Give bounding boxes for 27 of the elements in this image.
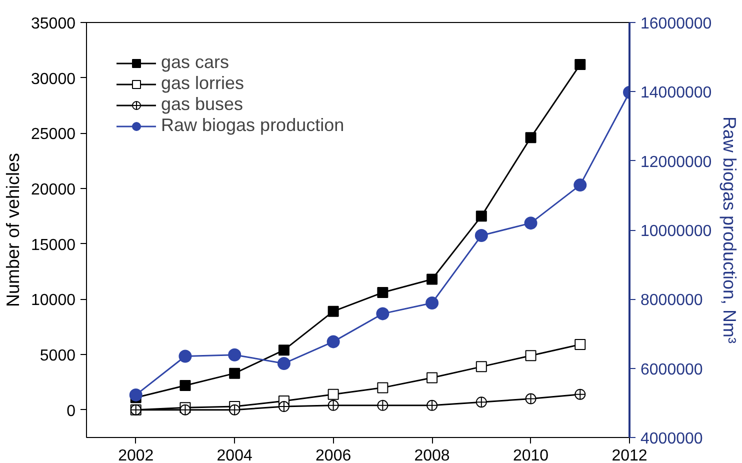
y2-tick-label: 14000000 [640,84,712,102]
y-tick-label: 15000 [31,236,76,254]
y-tick-label: 35000 [31,16,76,32]
y2-tick-label: 8000000 [640,292,703,310]
y2-tick-label: 16000000 [640,16,712,32]
legend-label: Raw biogas production [161,115,344,136]
x-tick-label: 2010 [512,448,549,463]
x-tick-label: 2006 [316,448,352,463]
legend-label: gas lorries [161,73,244,94]
y-tick-label: 5000 [40,348,76,364]
y-tick-label: 10000 [31,292,76,310]
y2-tick-label: 12000000 [640,154,712,171]
y-tick-label: 30000 [31,70,76,88]
legend-label: gas buses [161,94,244,115]
y2-tick-label: 4000000 [640,430,703,448]
y-tick-label: 25000 [31,126,76,144]
x-tick-label: 2012 [612,448,648,463]
y-tick-label: 20000 [31,182,76,198]
y-axis-title: Number of vehicles [3,152,24,308]
x-tick-label: 2004 [216,448,252,463]
y2-tick-label: 10000000 [640,223,712,240]
x-tick-label: 2008 [414,448,450,463]
y2-axis-title: Raw biogas production, Nm³ [720,116,740,344]
legend-label: gas cars [161,52,230,73]
x-tick-label: 2002 [118,448,154,463]
y2-tick-label: 6000000 [640,361,703,378]
y-tick-label: 0 [66,402,76,420]
